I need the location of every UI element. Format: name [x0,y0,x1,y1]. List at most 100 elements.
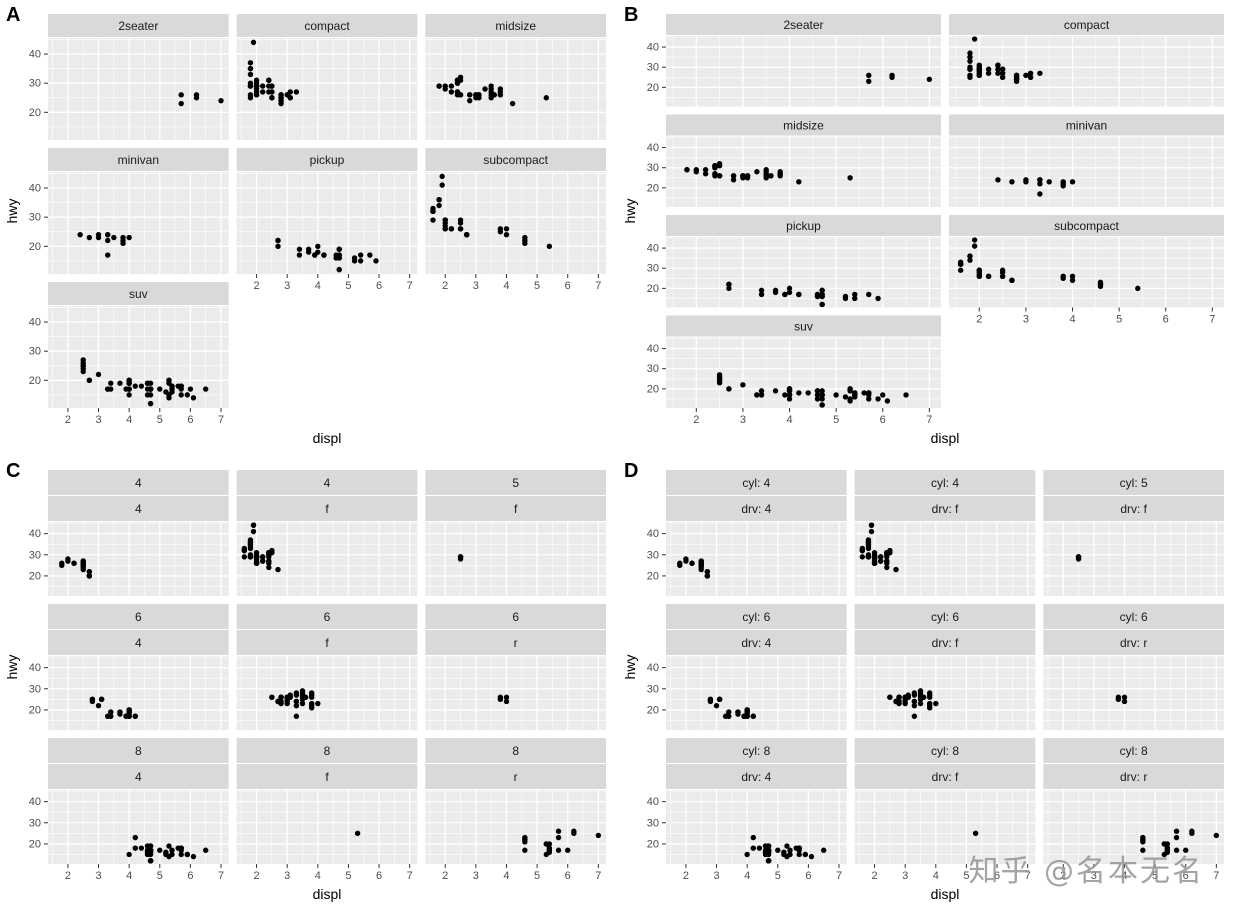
svg-text:6: 6 [512,610,519,624]
svg-text:2: 2 [65,414,71,426]
svg-text:drv: f: drv: f [932,770,959,784]
figure-d-chart: cyl: 4 drv: 4 20 30 40 cyl: 4 drv: f cyl: 5 drv:… [622,470,1224,902]
svg-text:5: 5 [512,476,519,490]
svg-text:4: 4 [126,870,132,882]
svg-text:3: 3 [1023,314,1029,326]
svg-text:6: 6 [565,280,571,292]
figure-a-chart: 2seater 20 30 40 compact midsize minivan 20 30 40… [4,14,606,446]
svg-text:7: 7 [926,414,932,426]
svg-text:4: 4 [933,870,939,882]
svg-text:cyl: 6: cyl: 6 [742,610,770,624]
figure-b-label: B [624,4,639,26]
svg-text:40: 40 [647,528,659,540]
svg-text:3: 3 [740,414,746,426]
svg-text:8: 8 [324,744,331,758]
svg-text:20: 20 [647,570,659,582]
svg-text:6: 6 [880,414,886,426]
svg-text:5: 5 [1116,314,1122,326]
svg-text:3: 3 [902,870,908,882]
svg-text:30: 30 [29,683,41,695]
svg-text:3: 3 [713,870,719,882]
svg-text:6: 6 [1183,870,1189,882]
svg-text:hwy: hwy [622,199,638,224]
svg-text:cyl: 4: cyl: 4 [742,476,770,490]
svg-text:2: 2 [683,870,689,882]
svg-text:cyl: 8: cyl: 8 [742,744,770,758]
svg-text:4: 4 [135,476,142,490]
svg-text:5: 5 [775,870,781,882]
figure-c: C 4 4 20 30 40 4 f 5 f 6 4 20 30 40 6 f 6 r 8 4 20 30 40 2 3 4 5 6 7… [4,460,618,908]
svg-text:suv: suv [794,320,813,334]
svg-text:5: 5 [157,414,163,426]
figure-a-label: A [6,4,21,26]
svg-text:7: 7 [407,280,413,292]
svg-text:2: 2 [442,870,448,882]
svg-text:4: 4 [135,502,142,516]
svg-text:f: f [325,502,329,516]
svg-text:30: 30 [29,212,41,224]
svg-text:5: 5 [963,870,969,882]
svg-text:7: 7 [595,280,601,292]
svg-text:cyl: 4: cyl: 4 [931,476,959,490]
svg-text:4: 4 [744,870,750,882]
svg-text:2seater: 2seater [783,18,823,32]
figure-a: A 2seater 20 30 40 compact midsize minivan 20 30… [4,4,618,452]
svg-text:displ: displ [931,430,960,446]
svg-text:r: r [514,770,518,784]
figure-c-label: C [6,460,21,482]
svg-text:cyl: 6: cyl: 6 [931,610,959,624]
svg-text:6: 6 [324,610,331,624]
svg-text:drv: f: drv: f [1120,502,1147,516]
svg-text:displ: displ [313,430,342,446]
svg-text:3: 3 [284,870,290,882]
svg-text:4: 4 [786,414,792,426]
svg-text:30: 30 [647,817,659,829]
svg-text:40: 40 [29,317,41,329]
svg-text:7: 7 [1025,870,1031,882]
svg-text:40: 40 [29,183,41,195]
svg-text:pickup: pickup [310,153,345,167]
svg-text:cyl: 5: cyl: 5 [1120,476,1148,490]
svg-text:20: 20 [647,82,659,94]
svg-text:2: 2 [1060,870,1066,882]
svg-text:7: 7 [595,870,601,882]
svg-text:20: 20 [29,107,41,119]
svg-text:5: 5 [833,414,839,426]
svg-text:30: 30 [647,263,659,275]
svg-text:4: 4 [135,770,142,784]
svg-text:6: 6 [187,414,193,426]
svg-text:30: 30 [647,549,659,561]
svg-text:3: 3 [284,280,290,292]
svg-text:drv: 4: drv: 4 [741,770,771,784]
svg-text:6: 6 [994,870,1000,882]
figure-d: D cyl: 4 drv: 4 20 30 40 cyl: 4 drv: f cyl: 5 dr… [622,460,1236,908]
svg-text:4: 4 [315,280,321,292]
svg-text:4: 4 [1069,314,1075,326]
svg-text:3: 3 [95,870,101,882]
svg-text:f: f [325,636,329,650]
svg-text:2: 2 [65,870,71,882]
svg-text:displ: displ [931,886,960,902]
svg-text:6: 6 [376,870,382,882]
figure-c-chart: 4 4 20 30 40 4 f 5 f 6 4 20 30 40 6 f 6 r 8 4 20 30 40 2 3 4 5 6 7 8 f… [4,470,606,902]
watermark: 知乎 @名本无名 [968,854,1204,889]
svg-text:4: 4 [324,476,331,490]
svg-text:2: 2 [254,870,260,882]
svg-text:drv: 4: drv: 4 [741,502,771,516]
svg-text:5: 5 [534,870,540,882]
svg-text:displ: displ [313,886,342,902]
svg-text:30: 30 [29,817,41,829]
svg-text:drv: f: drv: f [932,502,959,516]
svg-text:suv: suv [129,287,148,301]
svg-text:7: 7 [836,870,842,882]
svg-text:20: 20 [647,383,659,395]
svg-text:drv: r: drv: r [1120,770,1147,784]
svg-text:30: 30 [647,363,659,375]
svg-text:40: 40 [647,42,659,54]
svg-text:20: 20 [29,570,41,582]
svg-text:midsize: midsize [783,119,824,133]
svg-text:6: 6 [187,870,193,882]
svg-text:midsize: midsize [495,19,536,33]
svg-text:20: 20 [29,704,41,716]
